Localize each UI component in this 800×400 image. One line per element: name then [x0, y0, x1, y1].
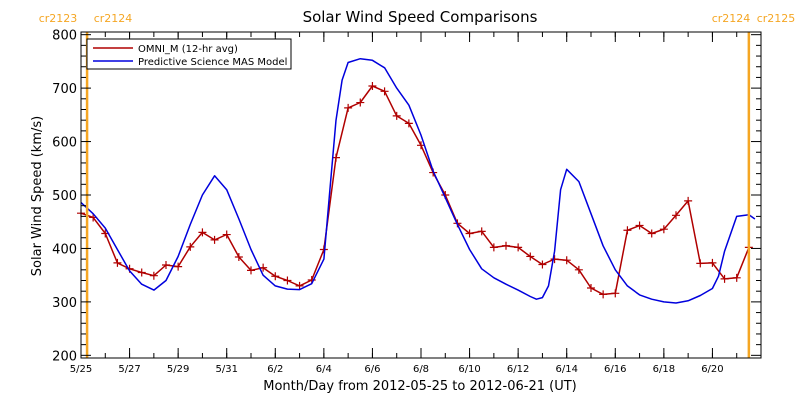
data-point-marker	[210, 235, 219, 244]
data-point-marker	[198, 228, 207, 237]
data-point-marker	[647, 229, 656, 238]
x-tick-label: 6/10	[458, 364, 480, 375]
data-point-marker	[392, 111, 401, 120]
data-point-marker	[344, 103, 353, 112]
x-tick-label: 6/4	[316, 364, 332, 375]
x-tick-label: 6/12	[507, 364, 529, 375]
data-point-marker	[477, 227, 486, 236]
data-point-marker	[222, 230, 231, 239]
x-tick-label: 6/18	[653, 364, 675, 375]
data-point-marker	[659, 225, 668, 234]
y-tick-label: 600	[52, 136, 77, 151]
legend-label-mas: Predictive Science MAS Model	[138, 57, 287, 68]
series-1	[80, 57, 756, 304]
y-tick-label: 800	[52, 29, 77, 44]
x-tick-label: 6/14	[555, 364, 577, 375]
data-point-marker	[489, 243, 498, 252]
data-point-marker	[137, 268, 146, 277]
data-point-marker	[514, 243, 523, 252]
data-point-marker	[574, 265, 583, 274]
y-tick-label: 200	[52, 349, 77, 364]
data-point-marker	[502, 241, 510, 250]
data-point-marker	[538, 260, 547, 269]
y-tick-label: 400	[52, 242, 77, 257]
data-point-marker	[186, 242, 195, 251]
plot-area: 200 300 400 500 600 700 800 5/25 5/27 5/29 5/31 6/2…	[52, 29, 762, 375]
x-axis-label: Month/Day from 2012-05-25 to 2012-06-21 …	[263, 379, 576, 394]
data-point-marker	[356, 98, 365, 107]
data-point-marker	[635, 221, 644, 230]
y-tick-label: 700	[52, 82, 77, 97]
data-point-marker	[368, 81, 377, 90]
x-tick-label: 5/31	[215, 364, 237, 375]
legend-label-omni: OMNI_M (12-hr avg)	[138, 44, 238, 55]
x-tick-label: 6/6	[364, 364, 380, 375]
data-point-marker	[599, 290, 608, 299]
data-point-marker	[162, 261, 170, 270]
data-point-marker	[587, 283, 595, 292]
carrington-label-left-1: cr2123	[39, 12, 78, 25]
chart-title: Solar Wind Speed Comparisons	[303, 8, 538, 26]
data-point-marker	[295, 281, 304, 290]
series-0	[77, 81, 753, 299]
data-point-marker	[550, 255, 559, 264]
y-tick-label: 500	[52, 189, 77, 204]
data-point-marker	[283, 276, 292, 285]
x-tick-label: 6/2	[267, 364, 283, 375]
data-point-marker	[720, 274, 729, 283]
data-point-marker	[562, 256, 571, 265]
x-tick-label: 5/27	[118, 364, 140, 375]
data-point-marker	[708, 258, 717, 267]
plot-frame	[80, 31, 762, 359]
series-line	[80, 57, 756, 304]
legend: OMNI_M (12-hr avg) Predictive Science MA…	[86, 38, 292, 70]
series-line	[80, 85, 750, 296]
x-tick-label: 6/16	[604, 364, 626, 375]
data-point-marker	[696, 259, 705, 268]
data-point-marker	[259, 263, 268, 272]
data-point-marker	[672, 211, 680, 220]
carrington-label-right-1: cr2124	[94, 12, 133, 25]
data-point-marker	[380, 87, 389, 96]
data-point-marker	[234, 252, 243, 261]
data-point-marker	[271, 272, 280, 281]
y-axis-label: Solar Wind Speed (km/s)	[30, 116, 45, 276]
carrington-label-left-2: cr2124	[712, 12, 751, 25]
y-tick-label: 300	[52, 296, 77, 311]
x-tick-label: 5/25	[70, 364, 92, 375]
x-tick-label: 6/20	[701, 364, 723, 375]
data-point-marker	[247, 266, 255, 275]
x-tick-label: 6/8	[413, 364, 429, 375]
data-point-marker	[611, 289, 620, 298]
data-point-marker	[623, 226, 632, 235]
x-tick-label: 5/29	[167, 364, 189, 375]
data-point-marker	[465, 229, 474, 238]
data-point-marker	[404, 119, 413, 128]
data-point-marker	[732, 273, 741, 282]
data-point-marker	[149, 271, 158, 280]
data-point-marker	[526, 252, 535, 261]
data-point-marker	[174, 262, 183, 271]
legend-box	[86, 38, 292, 70]
carrington-label-right-2: cr2125	[757, 12, 796, 25]
data-point-marker	[113, 258, 122, 267]
carrington-labels: cr2123 cr2124 cr2124 cr2125	[39, 12, 796, 25]
data-point-marker	[684, 196, 693, 205]
